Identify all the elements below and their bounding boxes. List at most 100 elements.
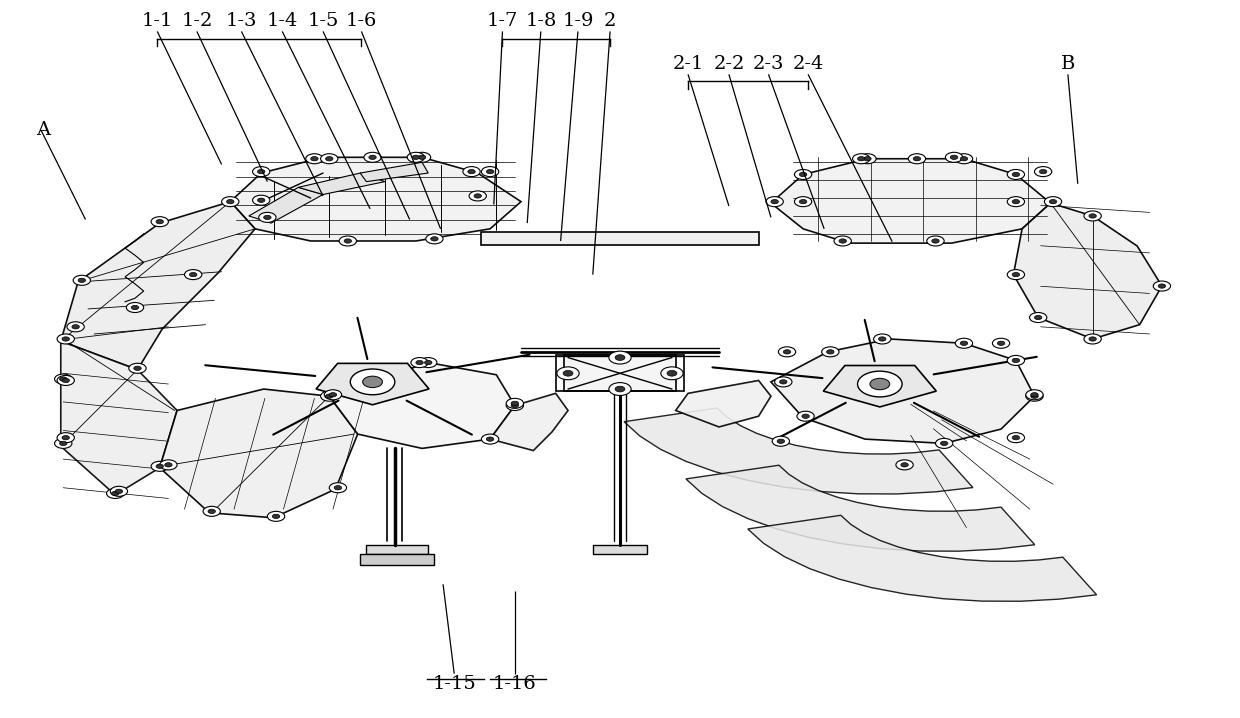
Circle shape: [419, 358, 436, 368]
Text: 1-16: 1-16: [494, 675, 537, 693]
Circle shape: [563, 370, 573, 376]
Circle shape: [950, 155, 957, 159]
Circle shape: [363, 152, 381, 162]
Polygon shape: [823, 365, 936, 407]
Circle shape: [931, 239, 939, 243]
Circle shape: [273, 514, 280, 518]
Polygon shape: [61, 341, 177, 495]
Circle shape: [615, 386, 625, 392]
Circle shape: [1044, 197, 1061, 207]
Circle shape: [463, 167, 480, 177]
Circle shape: [203, 506, 221, 516]
Circle shape: [661, 367, 683, 380]
Polygon shape: [316, 363, 429, 405]
Circle shape: [1034, 167, 1052, 177]
Circle shape: [858, 371, 901, 397]
Text: 2: 2: [604, 12, 616, 30]
Polygon shape: [1013, 203, 1162, 339]
Circle shape: [368, 155, 376, 159]
Circle shape: [253, 167, 270, 177]
Circle shape: [1007, 197, 1024, 207]
Circle shape: [945, 152, 962, 162]
Circle shape: [481, 434, 498, 444]
Polygon shape: [490, 393, 568, 451]
Polygon shape: [249, 187, 324, 223]
Circle shape: [960, 341, 967, 345]
Circle shape: [469, 191, 486, 201]
Circle shape: [55, 439, 72, 449]
Circle shape: [73, 275, 91, 285]
Circle shape: [795, 169, 812, 180]
Circle shape: [667, 370, 677, 376]
Circle shape: [1012, 200, 1019, 204]
Circle shape: [1030, 394, 1038, 398]
Circle shape: [474, 194, 481, 198]
Circle shape: [908, 154, 925, 164]
Circle shape: [78, 278, 86, 282]
Circle shape: [506, 401, 523, 411]
Circle shape: [467, 169, 475, 174]
Circle shape: [780, 380, 787, 384]
Circle shape: [311, 157, 319, 161]
Circle shape: [795, 197, 812, 207]
Text: 2-2: 2-2: [713, 55, 744, 73]
Text: 1-15: 1-15: [433, 675, 476, 693]
Text: 1-1: 1-1: [141, 12, 172, 30]
Circle shape: [839, 239, 847, 243]
Circle shape: [151, 217, 169, 227]
Polygon shape: [481, 232, 759, 245]
Circle shape: [940, 442, 947, 446]
Circle shape: [926, 236, 944, 246]
Circle shape: [779, 347, 796, 357]
Circle shape: [321, 391, 339, 401]
Circle shape: [609, 351, 631, 364]
Circle shape: [227, 200, 234, 204]
Circle shape: [134, 366, 141, 370]
Circle shape: [1084, 334, 1101, 344]
Circle shape: [827, 350, 835, 354]
Circle shape: [208, 509, 216, 513]
Text: A: A: [36, 121, 50, 139]
Circle shape: [126, 302, 144, 312]
Circle shape: [1089, 214, 1096, 218]
Circle shape: [1007, 433, 1024, 443]
Circle shape: [156, 464, 164, 468]
Circle shape: [306, 154, 324, 164]
Circle shape: [775, 377, 792, 387]
Circle shape: [800, 200, 807, 204]
Circle shape: [992, 338, 1009, 348]
Circle shape: [222, 197, 239, 207]
Circle shape: [343, 239, 351, 243]
Circle shape: [107, 488, 124, 498]
Circle shape: [1025, 390, 1043, 400]
Circle shape: [151, 461, 169, 471]
Circle shape: [1158, 284, 1166, 288]
Circle shape: [67, 322, 84, 332]
Circle shape: [506, 398, 523, 409]
Circle shape: [259, 213, 277, 223]
Circle shape: [800, 172, 807, 177]
Circle shape: [62, 337, 69, 341]
Text: 1-5: 1-5: [308, 12, 339, 30]
Circle shape: [330, 393, 337, 397]
Circle shape: [835, 236, 852, 246]
Circle shape: [486, 437, 494, 442]
Text: 2-1: 2-1: [672, 55, 704, 73]
Circle shape: [268, 511, 285, 521]
Circle shape: [913, 157, 920, 161]
Circle shape: [129, 363, 146, 373]
Circle shape: [935, 439, 952, 449]
Circle shape: [258, 198, 265, 202]
Polygon shape: [564, 355, 676, 391]
Circle shape: [1030, 393, 1038, 397]
Circle shape: [955, 154, 972, 164]
Polygon shape: [231, 157, 521, 241]
Polygon shape: [330, 363, 515, 449]
Circle shape: [879, 337, 887, 341]
Circle shape: [1029, 312, 1047, 322]
Circle shape: [1084, 211, 1101, 221]
Polygon shape: [771, 339, 1034, 444]
Circle shape: [57, 334, 74, 344]
Circle shape: [325, 390, 342, 400]
Circle shape: [413, 152, 430, 162]
